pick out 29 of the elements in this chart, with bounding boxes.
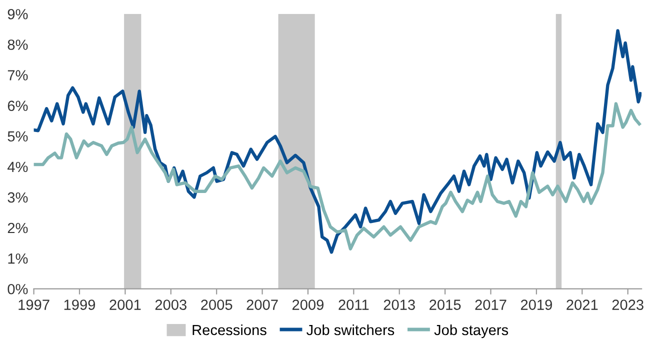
x-tick-label: 2019 bbox=[520, 300, 552, 310]
x-tick-label: 1999 bbox=[64, 300, 96, 310]
line-series bbox=[34, 29, 642, 254]
y-tick-label: 0% bbox=[8, 284, 28, 294]
x-tick-label: 1997 bbox=[18, 300, 50, 310]
x-tick-label: 2005 bbox=[201, 300, 232, 310]
line-series bbox=[34, 102, 641, 250]
x-tick-label: 2007 bbox=[246, 300, 278, 310]
y-tick-label: 9% bbox=[8, 9, 28, 20]
legend-label: Recessions bbox=[192, 324, 266, 336]
x-tick-label: 2021 bbox=[566, 300, 598, 310]
x-tick-label: 2013 bbox=[384, 300, 415, 310]
legend-label: Job switchers bbox=[306, 324, 394, 336]
x-tick-label: 2003 bbox=[155, 300, 186, 310]
x-tick-label: 2001 bbox=[110, 300, 141, 310]
y-tick-label: 4% bbox=[8, 162, 28, 172]
x-tick-label: 2015 bbox=[430, 300, 461, 310]
y-tick-label: 5% bbox=[8, 131, 28, 142]
y-tick-label: 2% bbox=[8, 222, 28, 234]
y-tick-label: 8% bbox=[8, 40, 28, 50]
y-tick-label: 6% bbox=[8, 100, 28, 111]
legend-label: Job stayers bbox=[434, 324, 508, 338]
x-tick-label: 2011 bbox=[338, 300, 369, 310]
x-tick-label: 2017 bbox=[475, 300, 506, 310]
y-tick-label: 1% bbox=[8, 253, 28, 264]
x-tick-label: 2009 bbox=[292, 300, 324, 310]
y-tick-label: 7% bbox=[8, 70, 28, 80]
x-tick-label: 2023 bbox=[612, 300, 644, 310]
y-tick-label: 3% bbox=[8, 192, 28, 203]
